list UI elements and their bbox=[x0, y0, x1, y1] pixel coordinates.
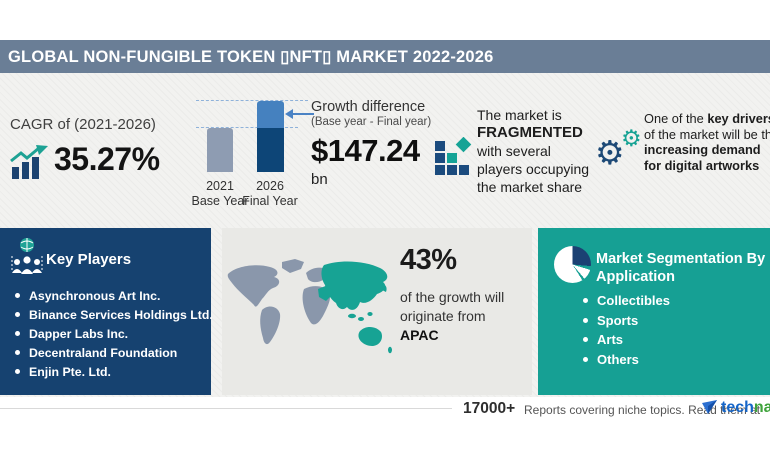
logo-text-blue: tech bbox=[721, 399, 754, 416]
bar-2026 bbox=[257, 101, 284, 172]
key-players-people-icon bbox=[11, 238, 43, 274]
bullet-icon bbox=[15, 331, 20, 336]
cagr-value: 35.27% bbox=[54, 141, 160, 177]
bullet-icon bbox=[583, 298, 588, 304]
apac-growth-panel: 43% of the growth will originate from AP… bbox=[222, 228, 532, 395]
apac-share-value: 43% bbox=[400, 244, 457, 276]
bullet-icon bbox=[583, 337, 588, 343]
left-arrow-icon bbox=[285, 109, 293, 119]
growth-difference-title: Growth difference bbox=[311, 99, 426, 115]
driver-line: One of the key drivers bbox=[644, 111, 770, 126]
key-players-list: Asynchronous Art Inc. Binance Services H… bbox=[15, 286, 213, 381]
bar-2026-base-segment bbox=[257, 128, 284, 172]
cagr-label: CAGR of (2021-2026) bbox=[10, 116, 156, 133]
fragmented-line: the market share bbox=[477, 179, 583, 195]
apac-line: originate from bbox=[400, 308, 486, 324]
key-player-item: Asynchronous Art Inc. bbox=[15, 286, 213, 305]
reports-text: Reports covering niche topics. Read them… bbox=[524, 403, 761, 417]
logo-text-green: navio bbox=[753, 399, 770, 416]
arrow-line bbox=[292, 113, 314, 115]
bullet-icon bbox=[583, 356, 588, 362]
fragmented-line: players occupying bbox=[477, 161, 590, 177]
bar-2026-sublabel: Final Year bbox=[242, 194, 298, 208]
bullet-icon bbox=[15, 369, 20, 374]
bar-2021-label: 2021 Base Year bbox=[190, 179, 250, 209]
segment-item: Collectibles bbox=[583, 291, 670, 311]
gear-small-icon: ⚙ bbox=[621, 126, 642, 152]
apac-share-text: of the growth will originate from APAC bbox=[400, 288, 504, 345]
segmentation-list: Collectibles Sports Arts Others bbox=[583, 291, 670, 369]
footer-divider bbox=[0, 408, 452, 409]
technavio-logo[interactable]: technavio bbox=[702, 399, 770, 417]
bullet-icon bbox=[15, 312, 20, 317]
technavio-arrow-icon bbox=[702, 400, 717, 414]
growth-bars-icon bbox=[10, 145, 48, 179]
page-title: GLOBAL NON-FUNGIBLE TOKEN ▯NFT▯ MARKET 2… bbox=[8, 47, 494, 66]
pie-chart-icon bbox=[554, 246, 591, 283]
bar-2026-growth-segment bbox=[257, 101, 284, 128]
dashed-reference-line-base bbox=[196, 127, 298, 128]
segmentation-panel: Market Segmentation By Application Colle… bbox=[538, 228, 770, 395]
growth-difference-value: $147.24 bbox=[311, 133, 420, 168]
segmentation-title: Market Segmentation By Application bbox=[596, 251, 766, 285]
bar-2026-label: 2026 Final Year bbox=[240, 179, 300, 209]
bullet-icon bbox=[15, 293, 20, 298]
header-band: GLOBAL NON-FUNGIBLE TOKEN ▯NFT▯ MARKET 2… bbox=[0, 40, 770, 73]
reports-count: 17000+ bbox=[463, 400, 516, 417]
key-player-item: Binance Services Holdings Ltd. bbox=[15, 305, 213, 324]
gear-icon: ⚙ bbox=[595, 133, 625, 172]
growth-difference-unit: bn bbox=[311, 171, 328, 188]
bullet-icon bbox=[15, 350, 20, 355]
key-player-item: Dapper Labs Inc. bbox=[15, 324, 213, 343]
fragmented-keyword: FRAGMENTED bbox=[477, 124, 583, 141]
dashed-reference-line-top bbox=[196, 100, 308, 101]
bar-2021 bbox=[207, 128, 233, 172]
fragmented-statement: The market is FRAGMENTED with several pl… bbox=[477, 106, 601, 196]
footer: 17000+ Reports covering niche topics. Re… bbox=[0, 397, 770, 455]
bar-2021-year: 2021 bbox=[206, 179, 234, 193]
fragmented-squares-icon bbox=[435, 137, 472, 175]
segment-item: Arts bbox=[583, 330, 670, 350]
growth-difference-subtitle: (Base year - Final year) bbox=[311, 116, 432, 128]
key-players-title: Key Players bbox=[46, 251, 132, 268]
apac-region: APAC bbox=[400, 327, 439, 343]
apac-line: of the growth will bbox=[400, 289, 505, 305]
key-player-item: Enjin Pte. Ltd. bbox=[15, 362, 213, 381]
segment-item: Sports bbox=[583, 311, 670, 331]
world-map-apac-icon bbox=[227, 259, 392, 354]
bar-2026-year: 2026 bbox=[256, 179, 284, 193]
key-driver-statement: One of the key drivers of the market wil… bbox=[644, 111, 770, 173]
driver-line: for digital artworks bbox=[644, 157, 760, 173]
key-players-panel: Key Players Asynchronous Art Inc. Binanc… bbox=[0, 228, 213, 395]
fragmented-line: The market is bbox=[477, 107, 562, 123]
growth-difference-callout: Growth difference (Base year - Final yea… bbox=[311, 99, 441, 188]
bar-2021-sublabel: Base Year bbox=[191, 194, 249, 208]
main-area: CAGR of (2021-2026) 35.27% 2021 Base Yea… bbox=[0, 73, 770, 397]
key-player-item: Decentraland Foundation bbox=[15, 343, 213, 362]
fragmented-line: with several bbox=[477, 143, 551, 159]
driver-line: increasing demand bbox=[644, 142, 761, 157]
segment-item: Others bbox=[583, 350, 670, 370]
bullet-icon bbox=[583, 317, 588, 323]
driver-line: of the market will be the bbox=[644, 126, 770, 142]
